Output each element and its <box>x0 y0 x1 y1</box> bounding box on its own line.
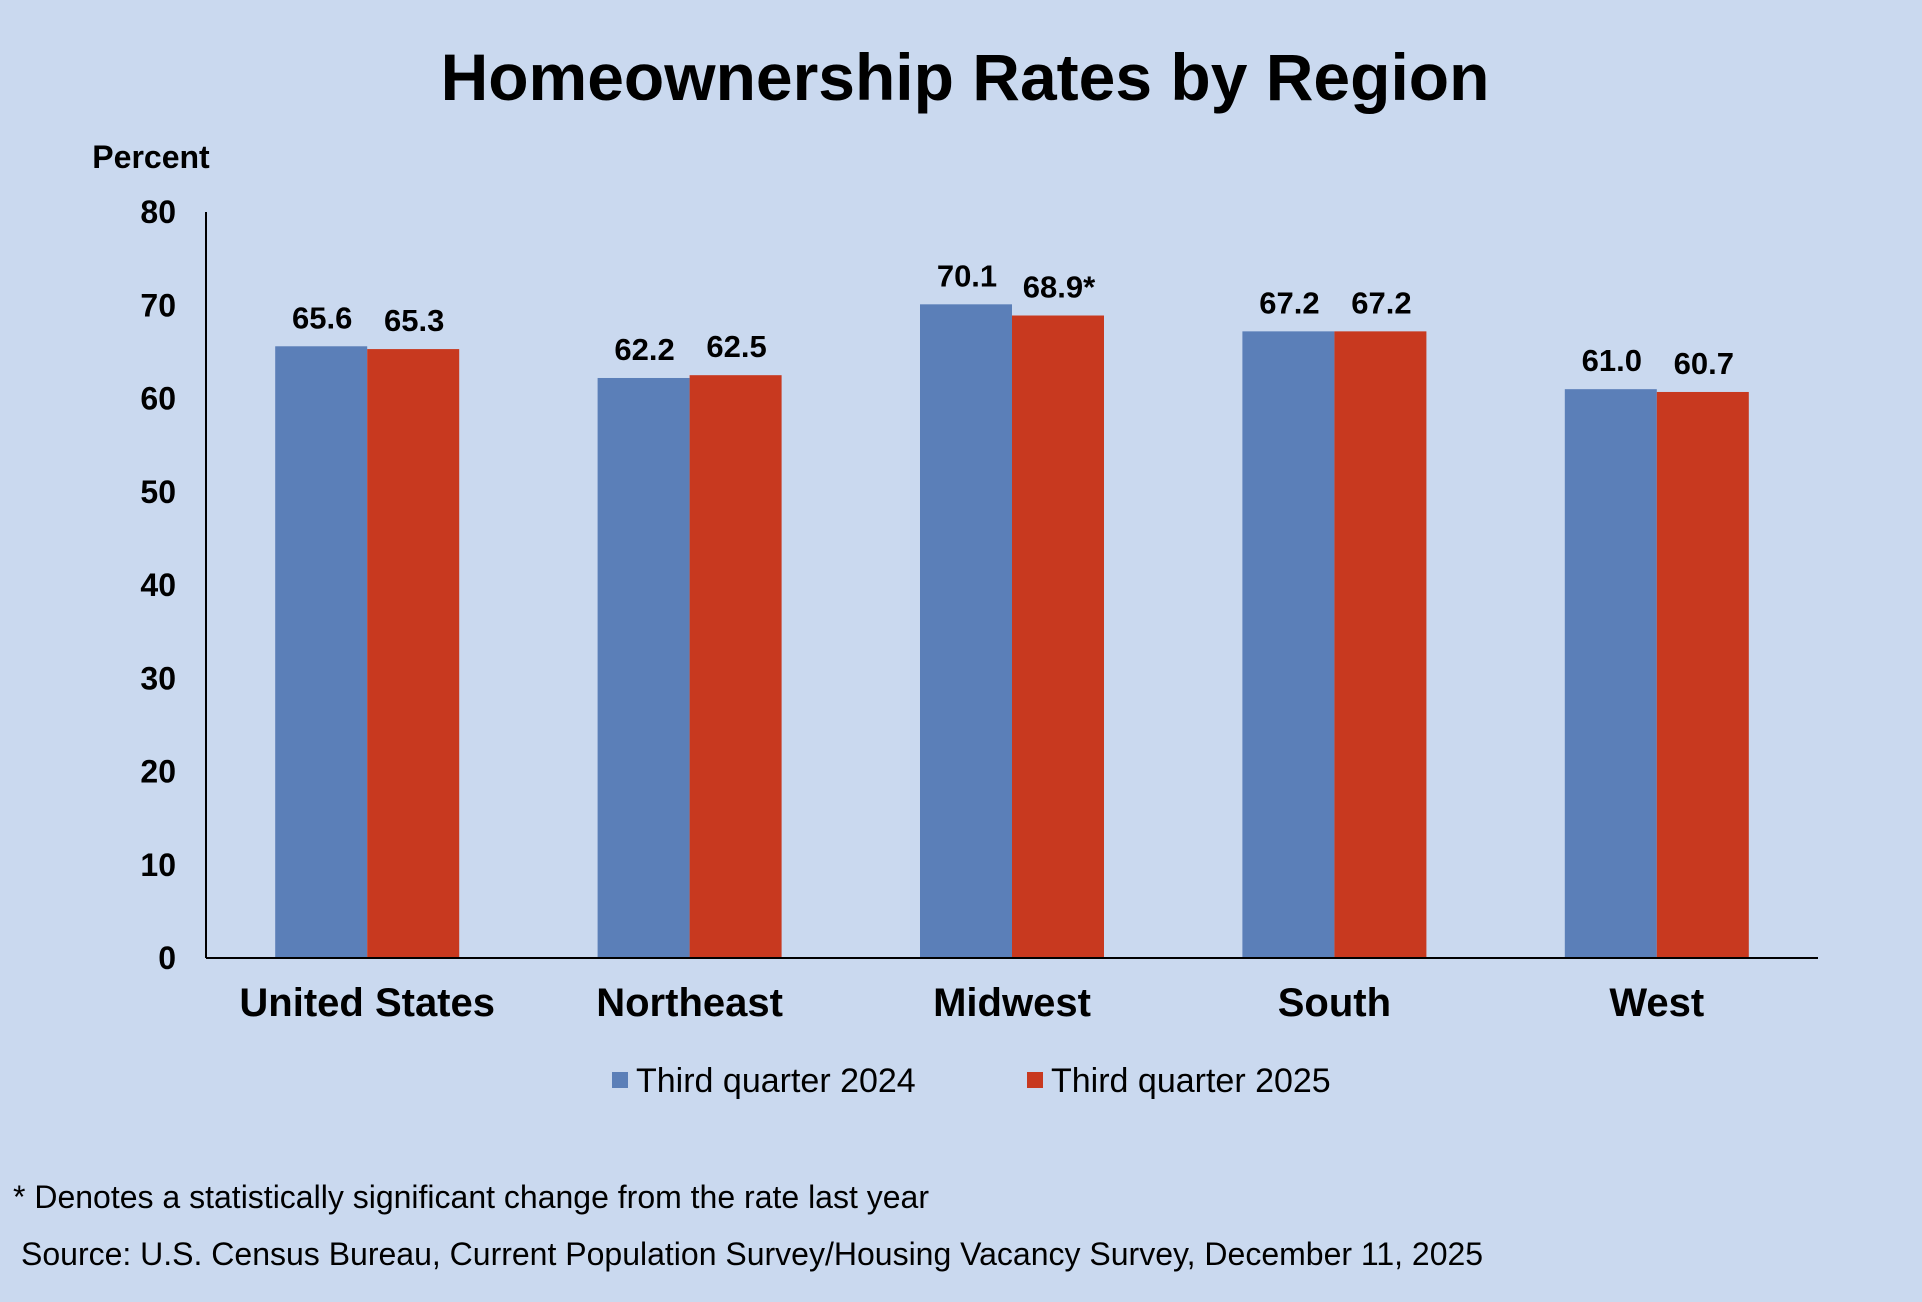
x-tick-label: West <box>1609 981 1704 1025</box>
legend-label: Third quarter 2024 <box>636 1062 916 1100</box>
y-tick-label: 0 <box>158 940 176 976</box>
bar-group <box>275 304 1749 958</box>
source-note: Source: U.S. Census Bureau, Current Popu… <box>21 1236 1483 1272</box>
bar-value-label: 65.3 <box>384 303 444 338</box>
y-axis-label: Percent <box>92 139 210 175</box>
bar-value-label: 67.2 <box>1351 285 1411 320</box>
bar-value-label: 62.5 <box>706 329 766 364</box>
bar <box>920 304 1012 958</box>
bar-value-label: 67.2 <box>1259 285 1319 320</box>
x-axis-tick-labels: United States Northeast Midwest South West <box>239 981 1704 1025</box>
bar <box>1242 331 1335 958</box>
bar-value-label: 60.7 <box>1674 346 1734 381</box>
legend-label: Third quarter 2025 <box>1051 1062 1331 1100</box>
bar-value-label: 68.9* <box>1023 270 1096 305</box>
bar <box>1564 389 1657 958</box>
y-tick-label: 70 <box>140 287 176 323</box>
y-tick-label: 10 <box>140 847 176 883</box>
y-tick-label: 40 <box>140 567 176 603</box>
y-tick-label: 80 <box>140 194 176 230</box>
y-axis-ticks: 0 10 20 30 40 50 60 70 80 <box>140 194 176 976</box>
chart-title: Homeownership Rates by Region <box>441 40 1490 114</box>
data-labels: 65.6 65.3 62.2 62.5 70.1 68.9* 67.2 67.2 61.0 60.… <box>292 258 1734 381</box>
bar <box>367 349 460 958</box>
x-tick-label: United States <box>239 981 495 1025</box>
bar-value-label: 62.2 <box>614 332 674 367</box>
x-tick-label: Northeast <box>596 981 783 1025</box>
y-tick-label: 30 <box>140 660 176 696</box>
footnote: * Denotes a statistically significant ch… <box>13 1179 929 1215</box>
bar <box>1334 331 1427 958</box>
legend-swatch <box>1027 1072 1043 1088</box>
bar-value-label: 61.0 <box>1582 343 1642 378</box>
x-tick-label: Midwest <box>933 981 1091 1025</box>
bar <box>1656 391 1749 958</box>
x-tick-label: South <box>1278 981 1391 1025</box>
bar <box>597 377 690 958</box>
bar-value-label: 65.6 <box>292 300 352 335</box>
y-tick-label: 20 <box>140 754 176 790</box>
legend: Third quarter 2024 Third quarter 2025 <box>612 1062 1331 1100</box>
bar <box>275 346 368 958</box>
bar-value-label: 70.1 <box>937 258 997 293</box>
bar <box>689 375 782 958</box>
bar <box>1012 315 1104 958</box>
y-tick-label: 60 <box>140 381 176 417</box>
y-tick-label: 50 <box>140 474 176 510</box>
legend-swatch <box>612 1072 628 1088</box>
